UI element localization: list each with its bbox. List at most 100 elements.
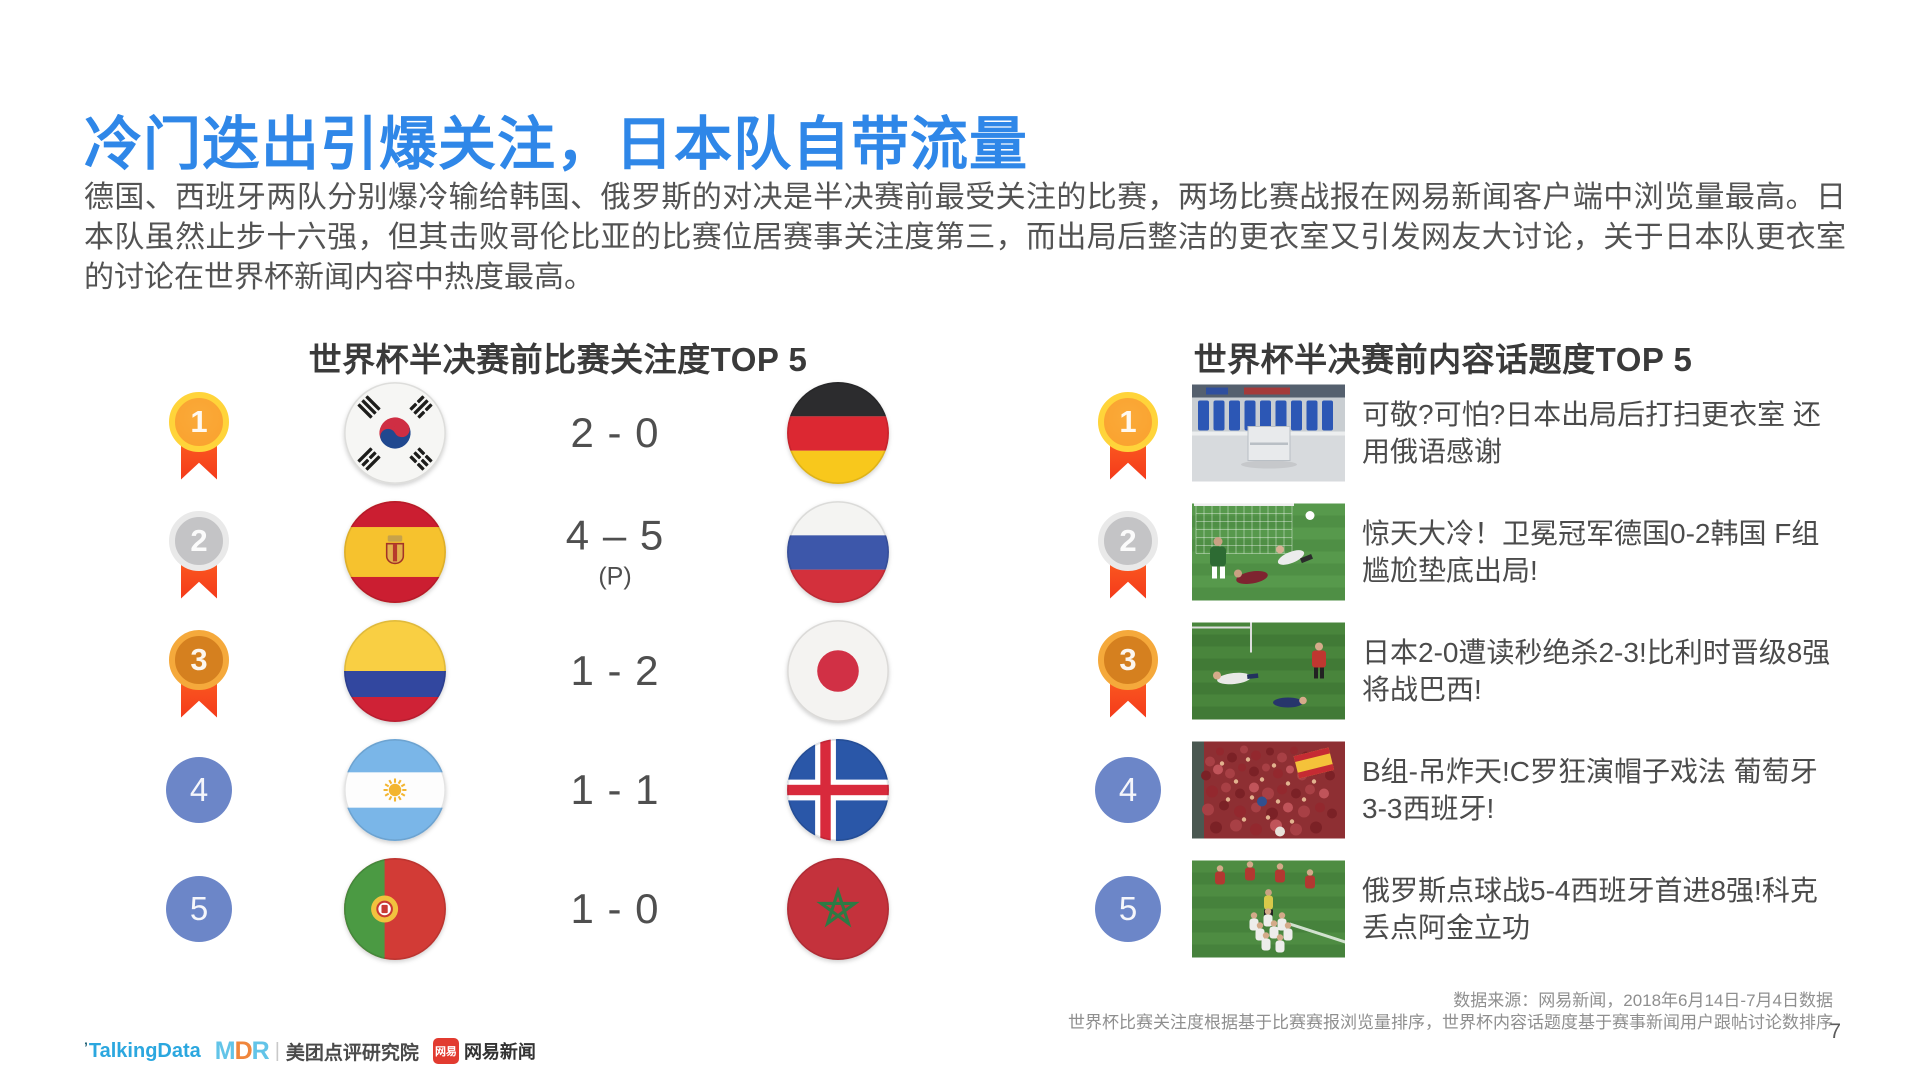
flag-argentina-icon	[343, 738, 447, 842]
topic-rank-cell: 4	[1095, 756, 1161, 823]
topic-headline: 俄罗斯点球战5-4西班牙首进8强!科克丢点阿金立功	[1362, 874, 1818, 943]
rank-3-medal-icon: 3	[1095, 629, 1161, 722]
flag-germany-icon	[786, 381, 890, 485]
topic-row: 2 惊天大冷！卫冕冠军德国0-2韩国 F组尴尬垫底出局!	[1080, 492, 1880, 611]
topic-headline-cell: 惊天大冷！卫冕冠军德国0-2韩国 F组尴尬垫底出局!	[1362, 492, 1840, 611]
logo-divider: |	[274, 1039, 280, 1062]
flag-spain-icon	[343, 500, 447, 604]
thumbnail-red-crowd-image	[1192, 741, 1345, 838]
badge-number: 4	[1095, 756, 1161, 823]
score-text: 1 - 1	[570, 765, 660, 813]
meituan-dianping-research-logo: M D R | 美团点评研究院	[215, 1037, 419, 1066]
topic-rank-cell: 2	[1095, 506, 1161, 599]
match-score: 4 – 5 (P)	[565, 510, 665, 591]
topic-headline: B组-吊炸天!C罗狂演帽子戏法 葡萄牙3-3西班牙!	[1362, 755, 1818, 824]
rank-2-medal-icon: 2	[1095, 510, 1161, 603]
page-number: 7	[1829, 1020, 1841, 1043]
rank-4-badge-icon: 4	[1095, 756, 1161, 823]
matches-section-title: 世界杯半决赛前比赛关注度TOP 5	[308, 341, 808, 379]
netease-badge-icon: 网易	[432, 1038, 459, 1064]
mdr-letter-r: R	[251, 1036, 270, 1065]
netease-news-logo: 网易 网易新闻	[432, 1038, 536, 1064]
match-rank-cell: 4	[166, 756, 232, 823]
topic-headline: 日本2-0遭读秒绝杀2-3!比利时晋级8强将战巴西!	[1362, 636, 1831, 705]
mdr-letter-m: M	[214, 1036, 236, 1065]
topic-row: 5 俄罗斯点球战5-4西班牙首进8强!科克丢点阿金立功	[1080, 849, 1880, 968]
data-source-note: 数据来源：网易新闻，2018年6月14日-7月4日数据 世界杯比赛关注度根据基于…	[1068, 990, 1833, 1034]
topics-section-title: 世界杯半决赛前内容话题度TOP 5	[1193, 341, 1693, 379]
match-rank-cell: 1	[166, 387, 232, 480]
topic-row: 4 B组-吊炸天!C罗狂演帽子戏法 葡萄牙3-3西班牙!	[1080, 730, 1880, 849]
rank-1-medal-icon: 1	[1095, 391, 1161, 484]
match-score: 2 - 0	[570, 409, 659, 455]
topic-headline-cell: 日本2-0遭读秒绝杀2-3!比利时晋级8强将战巴西!	[1362, 611, 1840, 730]
match-score: 1 - 1	[570, 766, 659, 812]
medal-number: 2	[1098, 510, 1158, 571]
topic-headline: 惊天大冷！卫冕冠军德国0-2韩国 F组尴尬垫底出局!	[1362, 517, 1820, 586]
match-row: 3 1 - 2	[78, 611, 998, 730]
score-text: 2 - 0	[570, 408, 660, 456]
match-rank-cell: 2	[166, 506, 232, 599]
flag-japan-icon	[786, 619, 890, 723]
badge-number: 5	[1095, 875, 1161, 942]
badge-number: 5	[166, 875, 232, 942]
medal-number: 3	[169, 629, 229, 690]
match-rank-cell: 5	[166, 875, 232, 942]
match-rank-cell: 3	[166, 625, 232, 718]
topic-headline-cell: B组-吊炸天!C罗狂演帽子戏法 葡萄牙3-3西班牙!	[1362, 730, 1840, 849]
penalty-note: (P)	[598, 562, 632, 591]
topic-headline-cell: 可敬?可怕?日本出局后打扫更衣室 还用俄语感谢	[1362, 373, 1840, 492]
talkingdata-logo: ’ TalkingData	[84, 1040, 201, 1063]
rank-5-badge-icon: 5	[1095, 875, 1161, 942]
match-row: 2 4 – 5 (P)	[78, 492, 998, 611]
topic-rank-cell: 1	[1095, 387, 1161, 480]
thumbnail-last-second-goal-image	[1192, 622, 1345, 719]
match-row: 1 2 - 0	[78, 373, 998, 492]
rank-5-badge-icon: 5	[166, 875, 232, 942]
match-list: 1 2 - 0 2 4 – 5 (P) 3 1 - 2 4 1 - 1 5 1 - 0	[78, 373, 998, 968]
score-text: 1 - 2	[570, 646, 660, 694]
rank-1-medal-icon: 1	[166, 391, 232, 484]
flag-south-korea-icon	[343, 381, 447, 485]
source-line-2: 世界杯比赛关注度根据基于比赛赛报浏览量排序，世界杯内容话题度基于赛事新闻用户跟帖…	[1068, 1013, 1833, 1032]
source-line-1: 数据来源：网易新闻，2018年6月14日-7月4日数据	[1453, 991, 1833, 1010]
medal-number: 2	[169, 510, 229, 571]
rank-4-badge-icon: 4	[166, 756, 232, 823]
score-text: 1 - 0	[570, 884, 660, 932]
talkingdata-wordmark: TalkingData	[88, 1039, 201, 1062]
mdr-name: 美团点评研究院	[285, 1042, 419, 1064]
score-text: 4 – 5	[565, 510, 665, 558]
page-title: 冷门迭出引爆关注，日本队自带流量	[84, 111, 1029, 177]
footer-logos: ’ TalkingData M D R | 美团点评研究院 网易 网易新闻	[84, 1036, 536, 1066]
topic-row: 3 日本2-0遭读秒绝杀2-3!比利时晋级8强将战巴西!	[1080, 611, 1880, 730]
flag-morocco-icon	[786, 857, 890, 961]
medal-number: 3	[1098, 629, 1158, 690]
topic-list: 1 可敬?可怕?日本出局后打扫更衣室 还用俄语感谢 2 惊天大冷！卫冕冠军德国0-2韩…	[1080, 373, 1880, 968]
topic-rank-cell: 5	[1095, 875, 1161, 942]
match-row: 4 1 - 1	[78, 730, 998, 849]
medal-number: 1	[169, 391, 229, 452]
rank-3-medal-icon: 3	[166, 629, 232, 722]
topic-headline: 可敬?可怕?日本出局后打扫更衣室 还用俄语感谢	[1362, 398, 1821, 467]
medal-number: 1	[1098, 391, 1158, 452]
thumbnail-locker-room-image	[1192, 384, 1345, 481]
flag-portugal-icon	[343, 857, 447, 961]
rank-2-medal-icon: 2	[166, 510, 232, 603]
thumbnail-goal-upset-image	[1192, 503, 1345, 600]
flag-russia-icon	[786, 500, 890, 604]
flag-iceland-icon	[786, 738, 890, 842]
thumbnail-penalty-win-image	[1192, 860, 1345, 957]
match-score: 1 - 0	[570, 885, 659, 931]
topic-row: 1 可敬?可怕?日本出局后打扫更衣室 还用俄语感谢	[1080, 373, 1880, 492]
match-row: 5 1 - 0	[78, 849, 998, 968]
match-score: 1 - 2	[570, 647, 659, 693]
talkingdata-tick-icon: ’	[84, 1038, 88, 1055]
mdr-letter-d: D	[234, 1036, 253, 1065]
topic-rank-cell: 3	[1095, 625, 1161, 718]
flag-colombia-icon	[343, 619, 447, 723]
badge-number: 4	[166, 756, 232, 823]
topic-headline-cell: 俄罗斯点球战5-4西班牙首进8强!科克丢点阿金立功	[1362, 849, 1840, 968]
intro-paragraph: 德国、西班牙两队分别爆冷输给韩国、俄罗斯的对决是半决赛前最受关注的比赛，两场比赛…	[84, 181, 1846, 294]
netease-name: 网易新闻	[463, 1042, 536, 1062]
